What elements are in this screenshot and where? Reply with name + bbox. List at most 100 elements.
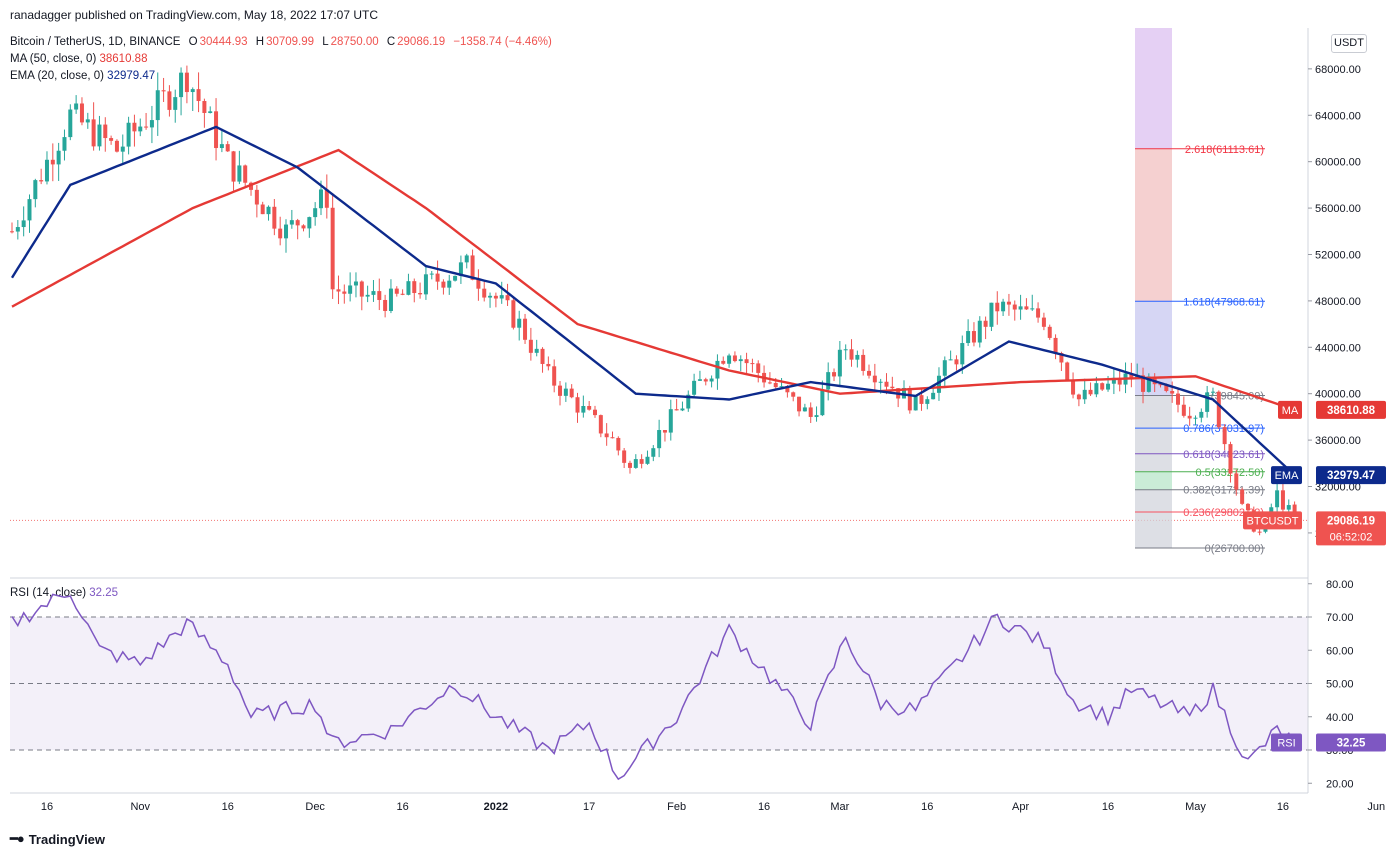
time-tick-label: Mar — [830, 801, 849, 813]
candle-body — [627, 462, 632, 468]
candle-body — [954, 359, 959, 365]
ema-label: EMA (20, close, 0) — [10, 70, 104, 82]
candle-body — [779, 386, 784, 388]
last-price-tag-value: 29086.19 — [1327, 515, 1375, 527]
candle-body — [482, 288, 487, 298]
candle-body — [651, 448, 656, 457]
candle-body — [703, 379, 708, 382]
last-price-tag-label: BTCUSDT — [1247, 515, 1299, 527]
high-value: 30709.99 — [266, 36, 315, 48]
candle-body — [1275, 490, 1280, 508]
candle-body — [488, 295, 493, 298]
ma-tag: MA 38610.88 — [1278, 400, 1386, 419]
tradingview-brand: ━● TradingView — [10, 831, 105, 847]
price-tags: MA 38610.88 EMA 32979.47 BTCUSDT 29086.19 06:5… — [1243, 400, 1386, 752]
candle-body — [1117, 377, 1122, 385]
candle-body — [913, 395, 918, 411]
candle-body — [528, 339, 533, 353]
candle-body — [1205, 392, 1210, 412]
price-tick-label: 44000.00 — [1315, 342, 1361, 354]
candle-body — [371, 291, 376, 295]
candle-body — [1071, 379, 1076, 395]
rsi-tick-label: 40.00 — [1326, 712, 1354, 724]
candle-body — [161, 90, 166, 92]
candle-body — [907, 387, 912, 411]
currency-button[interactable]: USDT — [1331, 34, 1367, 53]
candle-body — [534, 348, 539, 353]
price-tick-label: 64000.00 — [1315, 110, 1361, 122]
rsi-tick-label: 70.00 — [1326, 612, 1354, 624]
candle-body — [662, 430, 667, 433]
ema-tag-value-box — [1316, 466, 1386, 485]
candle-body — [616, 437, 621, 451]
candle-body — [394, 288, 399, 294]
candle-body — [155, 90, 160, 121]
ema-tag-label-box — [1271, 466, 1302, 485]
fib-zone — [1135, 428, 1172, 454]
candle-body — [756, 363, 761, 373]
candle-body — [295, 220, 300, 226]
candle-body — [50, 159, 55, 165]
candle-body — [74, 103, 79, 110]
candle-body — [1006, 301, 1011, 305]
symbol-legend: Bitcoin / TetherUS, 1D, BINANCE O 30444.9… — [10, 36, 552, 48]
candle-body — [15, 227, 20, 232]
candle-body — [721, 360, 726, 364]
candle-body — [388, 288, 393, 311]
candle-body — [68, 109, 73, 138]
candle-body — [441, 281, 446, 288]
candle-body — [1018, 306, 1023, 310]
candle-body — [773, 382, 778, 388]
candle-body — [138, 126, 143, 132]
time-tick-label: 16 — [396, 801, 408, 813]
candle-body — [767, 382, 772, 384]
candle-body — [989, 302, 994, 327]
candle-body — [254, 189, 259, 205]
candle-body — [622, 450, 627, 463]
candle-body — [202, 101, 207, 113]
candle-body — [604, 433, 609, 438]
candle-body — [505, 295, 510, 301]
candle-body — [750, 363, 755, 365]
candle-body — [423, 274, 428, 295]
time-tick-label: 2022 — [484, 801, 508, 813]
candle-body — [62, 137, 67, 151]
candle-body — [1216, 391, 1221, 428]
candle-body — [1222, 427, 1227, 445]
time-tick-label: 16 — [41, 801, 53, 813]
candle-body — [237, 165, 242, 182]
candle-body — [639, 459, 644, 464]
rsi-tick-label: 60.00 — [1326, 645, 1354, 657]
candle-body — [1210, 391, 1215, 393]
candle-body — [657, 430, 662, 449]
candle-body — [849, 349, 854, 360]
fib-level-label: 0(26700.00) — [1205, 543, 1264, 555]
candle-body — [791, 392, 796, 397]
candle-body — [219, 144, 224, 149]
candle-body — [353, 281, 358, 286]
candle-body — [493, 295, 498, 299]
candle-body — [1012, 304, 1017, 310]
ma-label: MA (50, close, 0) — [10, 53, 97, 65]
open-label: O — [188, 36, 198, 48]
price-tick-label: 56000.00 — [1315, 203, 1361, 215]
low-value: 28750.00 — [330, 36, 379, 48]
candle-body — [668, 409, 673, 433]
last-price-tag-label-box — [1243, 511, 1302, 530]
time-tick-label: Jun — [1367, 801, 1385, 813]
ma-tag-label: MA — [1282, 405, 1299, 417]
candle-body — [1269, 507, 1274, 514]
price-tick-label: 32000.00 — [1315, 482, 1361, 494]
candle-body — [1158, 384, 1163, 386]
candle-body — [995, 302, 1000, 312]
candle-body — [680, 408, 685, 411]
price-tick-label: 40000.00 — [1315, 389, 1361, 401]
candle-body — [925, 399, 930, 404]
ema-tag-value: 32979.47 — [1327, 470, 1375, 482]
candle-body — [359, 281, 364, 297]
candle-body — [260, 204, 265, 215]
candle-body — [517, 318, 522, 328]
candle-body — [558, 385, 563, 396]
candle-body — [931, 392, 936, 400]
